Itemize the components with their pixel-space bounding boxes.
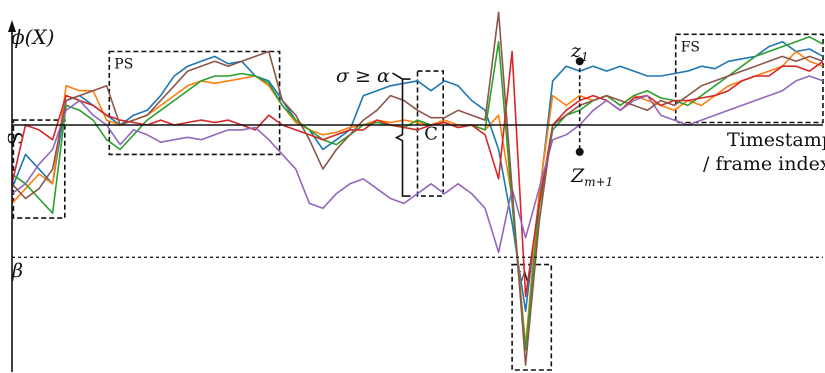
sigma-brace	[392, 72, 411, 197]
annotation-point-1	[575, 57, 584, 66]
annotation-point-2	[575, 147, 584, 156]
y-axis-arrow	[8, 20, 16, 32]
region-box-s	[12, 119, 66, 219]
point-label-z1: z1	[570, 40, 589, 64]
series-line-6	[11, 11, 824, 366]
region-label-ps: PS	[114, 57, 133, 73]
region-label-c: C	[424, 124, 438, 145]
threshold-label: β	[11, 260, 23, 282]
series-line-1	[11, 40, 824, 313]
x-axis-label-line2: / frame index	[703, 153, 825, 175]
y-axis-label: ϕ(X)	[11, 25, 54, 49]
series-layer	[11, 11, 824, 366]
region-box-c	[416, 70, 445, 197]
x-axis-label-line1: Timestamp	[727, 129, 825, 151]
region-label-fs: FS	[681, 39, 700, 55]
point-label-zm1: Zm+1	[570, 165, 613, 189]
series-line-3	[11, 35, 824, 352]
annotation-points	[575, 57, 584, 156]
region-box-fs	[674, 33, 824, 124]
sigma-label: σ ≥ α	[336, 65, 390, 87]
